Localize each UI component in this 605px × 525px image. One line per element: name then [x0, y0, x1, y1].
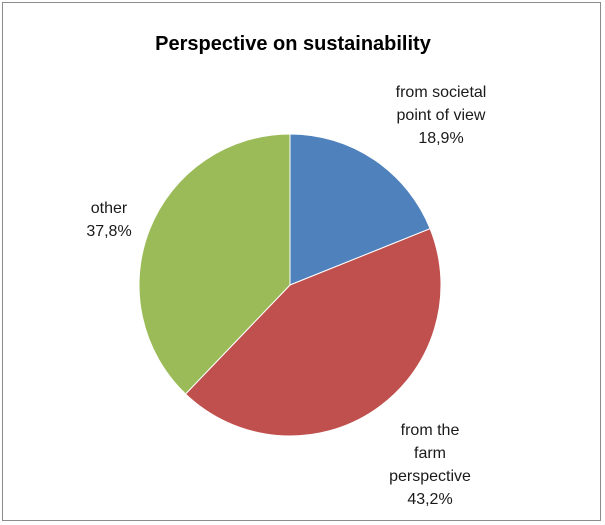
slice-value-label: 18,9% [418, 130, 464, 147]
slice-value-label: 37,8% [86, 223, 132, 240]
slice-value-label: 43,2% [407, 491, 453, 508]
slice-label-farm: from the farm perspective 43,2% [375, 419, 485, 511]
chart-title: Perspective on sustainability [155, 33, 431, 55]
slice-label-line: farm [414, 445, 446, 462]
pie-slice-0 [289, 133, 431, 286]
pie-slice-1 [184, 228, 442, 437]
pie-slice-2 [138, 133, 291, 395]
slice-label-line: perspective [389, 468, 471, 485]
slice-label-line: from societal [395, 84, 487, 101]
chart-area: Perspective on sustainability from socie… [2, 2, 601, 521]
pie-chart [138, 133, 442, 437]
slice-label-line: other [90, 200, 128, 217]
slice-label-line: from the [400, 422, 460, 439]
slice-label-other: other 37,8% [69, 197, 149, 243]
slice-label-societal: from societal point of view 18,9% [371, 81, 511, 150]
slice-label-line: point of view [396, 107, 486, 124]
